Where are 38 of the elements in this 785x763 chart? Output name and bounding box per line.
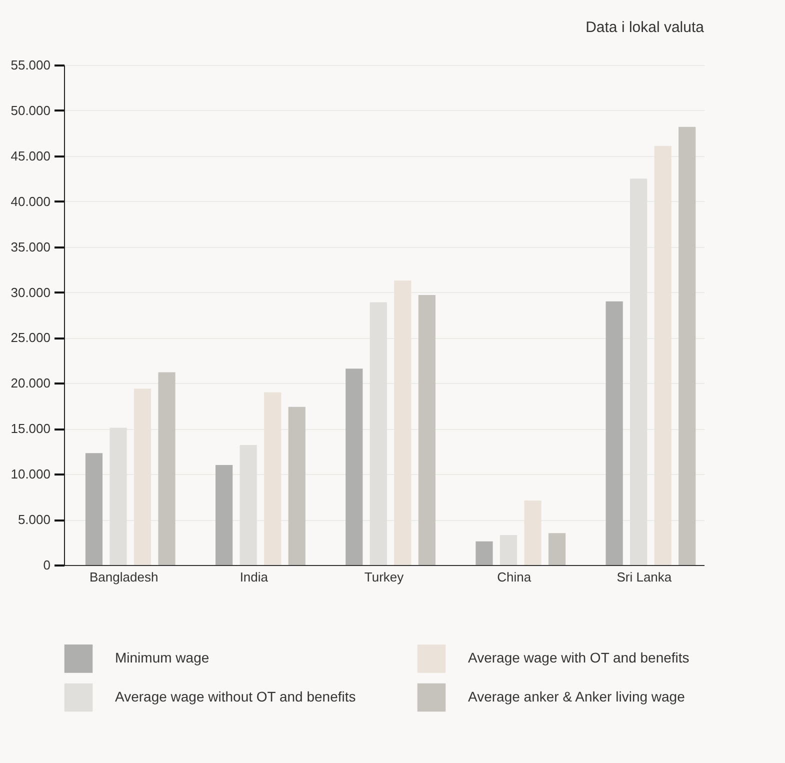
bar [418, 295, 436, 565]
bar [476, 541, 493, 565]
bar [524, 500, 542, 565]
y-tick-label: 5.000 [18, 512, 50, 528]
x-tick-label: China [497, 570, 532, 584]
bar [158, 372, 176, 565]
x-tick-label: Turkey [364, 570, 404, 584]
legend-label: Average wage with OT and benefits [468, 650, 690, 666]
x-tick-label: India [240, 570, 269, 584]
y-tick-label: 55.000 [10, 58, 50, 72]
x-tick-label: Bangladesh [90, 570, 158, 584]
bar [288, 406, 306, 565]
legend-label: Minimum wage [115, 650, 210, 666]
bar [394, 280, 412, 565]
bar [500, 535, 518, 565]
bar [134, 388, 152, 565]
bar [216, 465, 233, 565]
bar [548, 533, 566, 565]
y-tick-label: 25.000 [10, 330, 50, 346]
y-tick-label: 10.000 [10, 466, 50, 482]
y-tick-label: 15.000 [10, 421, 50, 436]
chart-title: Data i lokal valuta [586, 19, 705, 36]
legend-label: Average anker & Anker living wage [468, 688, 686, 704]
y-tick-label: 50.000 [10, 102, 50, 118]
y-tick-label: 40.000 [10, 194, 50, 209]
y-tick-label: 35.000 [10, 239, 50, 254]
bar [264, 392, 282, 565]
y-tick-label: 45.000 [10, 148, 50, 164]
y-tick-label: 30.000 [10, 284, 50, 300]
y-tick-label: 20.000 [10, 376, 50, 391]
bar [85, 453, 103, 565]
bar [654, 146, 672, 565]
legend-label: Average wage without OT and benefits [115, 688, 356, 704]
x-tick-label: Sri Lanka [616, 570, 672, 584]
bar [606, 301, 623, 565]
y-tick-label: 0 [43, 558, 50, 572]
bar [678, 126, 696, 565]
bar [346, 368, 363, 565]
